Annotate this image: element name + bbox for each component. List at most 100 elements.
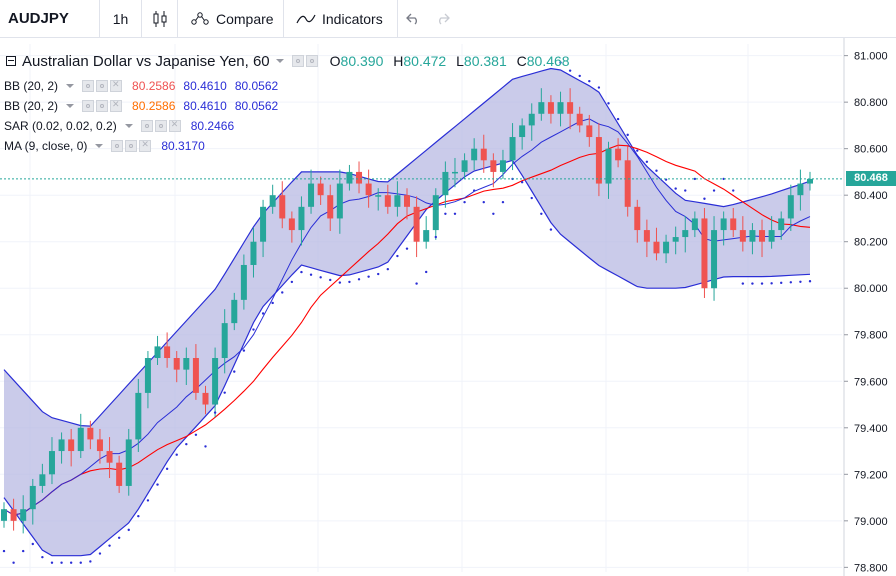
study-name: MA (9, close, 0): [4, 139, 88, 153]
study-remove-icon[interactable]: [110, 79, 123, 92]
candle-body: [730, 218, 737, 231]
candle-body: [739, 230, 746, 242]
high-value: 80.472: [403, 53, 447, 69]
candle-body: [807, 178, 813, 184]
sar-dot: [597, 86, 601, 89]
price-axis-label: 80.800: [854, 97, 888, 109]
study-settings-icon[interactable]: [125, 140, 138, 152]
sar-dot: [223, 391, 226, 394]
series-settings-icon[interactable]: [305, 55, 318, 67]
sar-dot: [732, 189, 735, 192]
candle-body: [624, 160, 631, 207]
sar-dot: [281, 291, 284, 294]
study-menu-caret-icon[interactable]: [66, 104, 75, 108]
sar-dot: [386, 267, 390, 271]
candle-body: [787, 195, 794, 219]
close-key: C: [516, 53, 527, 69]
candle-body: [423, 230, 430, 242]
price-axis-label: 79.000: [854, 516, 888, 528]
candle-body: [164, 346, 171, 359]
candle-body: [461, 160, 468, 172]
candle-body: [768, 230, 775, 242]
interval-button[interactable]: 1h: [100, 0, 142, 38]
candle-body: [711, 230, 718, 289]
sar-dot: [492, 212, 495, 215]
candle-body: [653, 241, 660, 254]
study-settings-icon[interactable]: [154, 120, 167, 132]
candle-body: [68, 439, 75, 452]
sar-dot: [31, 542, 34, 546]
compare-button[interactable]: Compare: [178, 0, 284, 38]
sar-dot: [626, 133, 629, 137]
study-remove-icon[interactable]: [139, 139, 152, 152]
candle-body: [39, 474, 46, 486]
candle-body: [375, 195, 382, 197]
price-axis-label: 80.200: [854, 237, 888, 249]
sar-dot: [655, 169, 658, 172]
candle-body: [58, 439, 65, 452]
candle-body: [48, 451, 55, 475]
study-visibility-icon[interactable]: [140, 120, 153, 132]
sar-dot: [616, 117, 620, 121]
sar-dot: [482, 200, 485, 204]
candle-body: [413, 206, 420, 242]
undo-icon: [406, 13, 420, 25]
symbol-search-button[interactable]: AUDJPY: [0, 0, 100, 38]
candle-body: [212, 358, 219, 405]
candle-body: [605, 148, 612, 184]
study-settings-icon[interactable]: [96, 100, 109, 112]
sar-dot: [357, 278, 361, 281]
sar-dot: [760, 282, 764, 285]
candle-body: [221, 323, 228, 359]
sar-dot: [549, 228, 553, 231]
sar-dot: [712, 189, 716, 192]
candle-body: [547, 102, 554, 114]
series-menu-caret-icon[interactable]: [275, 59, 284, 63]
study-remove-icon[interactable]: [110, 99, 123, 112]
candle-body: [442, 171, 449, 196]
candle-body: [643, 230, 650, 242]
sar-dot: [117, 536, 121, 539]
close-value: 80.468: [526, 53, 570, 69]
indicators-label: Indicators: [322, 10, 383, 27]
sar-dot: [799, 280, 802, 283]
candle-body: [471, 148, 478, 161]
sar-dot: [50, 561, 54, 564]
sar-dot: [185, 442, 188, 446]
candle-body: [279, 195, 286, 219]
series-visibility-icon[interactable]: [291, 55, 304, 67]
study-legend-sar: SAR (0.02, 0.02, 0.2) 80.2466: [0, 116, 840, 136]
study-value: 80.4610: [183, 79, 227, 93]
sar-dot: [751, 282, 754, 285]
study-menu-caret-icon[interactable]: [66, 84, 75, 88]
collapse-legend-icon[interactable]: [6, 56, 16, 66]
study-menu-caret-icon[interactable]: [95, 144, 104, 148]
study-visibility-icon[interactable]: [82, 80, 95, 92]
study-settings-icon[interactable]: [96, 80, 109, 92]
sar-dot: [290, 280, 294, 284]
price-axis-label: 78.800: [854, 562, 888, 574]
chart-type-button[interactable]: [142, 0, 178, 38]
candle-body: [797, 183, 804, 196]
candle-body: [759, 230, 766, 242]
candle-body: [432, 195, 439, 231]
study-visibility-icon[interactable]: [111, 140, 124, 152]
candle-body: [499, 160, 506, 172]
sar-dot: [2, 549, 6, 553]
sar-dot: [472, 189, 476, 192]
undo-button[interactable]: [398, 0, 428, 38]
price-chart[interactable]: 81.000 80.800 80.600 80.400 80.200 80.000 79.8…: [0, 38, 896, 576]
candle-body: [1, 509, 7, 521]
study-remove-icon[interactable]: [168, 119, 181, 132]
sar-dot: [770, 282, 773, 285]
study-menu-caret-icon[interactable]: [124, 124, 133, 128]
sar-dot: [348, 280, 351, 284]
sar-dot: [108, 544, 111, 547]
redo-button[interactable]: [428, 0, 458, 38]
sar-dot: [60, 561, 63, 564]
sar-dot: [636, 149, 639, 152]
sar-dot: [175, 453, 178, 456]
study-visibility-icon[interactable]: [82, 100, 95, 112]
indicators-button[interactable]: Indicators: [284, 0, 398, 38]
indicators-icon: [296, 13, 316, 25]
